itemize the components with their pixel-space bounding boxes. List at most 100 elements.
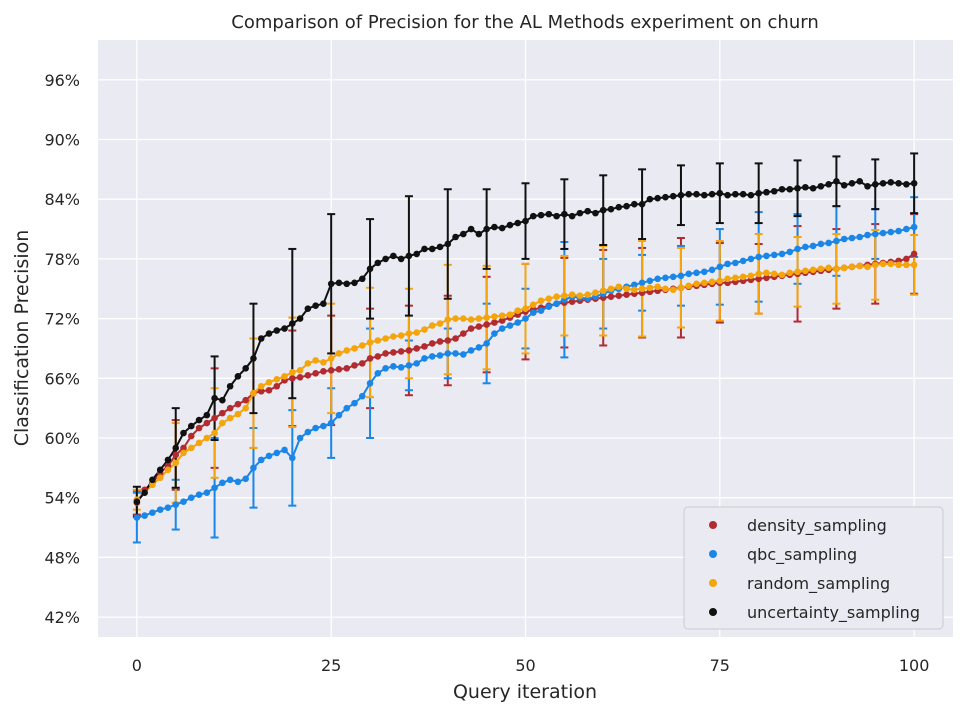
point-random_sampling — [296, 367, 304, 374]
point-random_sampling — [405, 330, 413, 337]
point-uncertainty_sampling — [172, 444, 180, 452]
point-qbc_sampling — [662, 274, 669, 282]
point-qbc_sampling — [654, 275, 661, 283]
point-qbc_sampling — [809, 242, 817, 250]
point-density_sampling — [405, 347, 413, 354]
point-qbc_sampling — [203, 489, 211, 497]
point-uncertainty_sampling — [187, 422, 195, 430]
point-random_sampling — [576, 292, 584, 300]
point-density_sampling — [910, 250, 918, 258]
point-uncertainty_sampling — [561, 210, 568, 218]
point-qbc_sampling — [631, 281, 638, 289]
point-random_sampling — [242, 404, 249, 412]
point-uncertainty_sampling — [739, 190, 747, 198]
point-uncertainty_sampling — [662, 193, 669, 201]
point-uncertainty_sampling — [180, 429, 187, 437]
point-random_sampling — [708, 278, 716, 286]
point-density_sampling — [358, 360, 366, 367]
point-uncertainty_sampling — [833, 177, 840, 185]
point-random_sampling — [483, 314, 490, 321]
point-uncertainty_sampling — [382, 255, 389, 263]
point-random_sampling — [390, 333, 397, 340]
point-uncertainty_sampling — [887, 178, 895, 186]
x-tick-label: 100 — [899, 656, 930, 675]
point-random_sampling — [444, 316, 452, 323]
point-uncertainty_sampling — [281, 325, 288, 332]
point-uncertainty_sampling — [646, 195, 654, 203]
point-qbc_sampling — [312, 424, 319, 432]
point-qbc_sampling — [864, 231, 871, 239]
point-random_sampling — [887, 260, 895, 268]
point-qbc_sampling — [910, 223, 918, 231]
point-random_sampling — [374, 337, 382, 344]
point-uncertainty_sampling — [405, 252, 413, 260]
point-uncertainty_sampling — [631, 200, 638, 208]
point-random_sampling — [514, 307, 522, 314]
point-qbc_sampling — [444, 350, 452, 357]
point-random_sampling — [755, 270, 762, 278]
point-qbc_sampling — [739, 257, 747, 265]
y-tick-label: 90% — [44, 131, 80, 150]
point-random_sampling — [545, 295, 553, 303]
point-qbc_sampling — [133, 514, 141, 521]
x-tick-label: 0 — [132, 656, 142, 675]
point-uncertainty_sampling — [770, 187, 778, 195]
point-uncertainty_sampling — [537, 211, 545, 219]
point-uncertainty_sampling — [584, 207, 591, 215]
point-random_sampling — [250, 389, 257, 397]
point-uncertainty_sampling — [786, 185, 794, 193]
point-density_sampling — [428, 340, 436, 347]
point-density_sampling — [607, 293, 615, 301]
point-uncertainty_sampling — [444, 240, 452, 248]
point-random_sampling — [747, 272, 755, 280]
point-random_sampling — [335, 350, 343, 357]
point-uncertainty_sampling — [576, 209, 584, 217]
point-qbc_sampling — [390, 363, 397, 370]
point-uncertainty_sampling — [522, 217, 529, 225]
point-qbc_sampling — [141, 512, 148, 519]
point-density_sampling — [390, 349, 397, 356]
point-uncertainty_sampling — [421, 245, 428, 253]
point-uncertainty_sampling — [312, 302, 319, 309]
point-random_sampling — [856, 262, 864, 270]
point-qbc_sampling — [149, 509, 156, 516]
point-uncertainty_sampling — [257, 335, 265, 342]
point-qbc_sampling — [413, 360, 420, 367]
point-random_sampling — [195, 439, 203, 447]
point-uncertainty_sampling — [452, 233, 459, 241]
point-qbc_sampling — [522, 315, 529, 322]
point-random_sampling — [312, 357, 319, 364]
point-uncertainty_sampling — [219, 396, 226, 404]
point-density_sampling — [296, 374, 304, 381]
point-random_sampling — [265, 378, 273, 386]
point-qbc_sampling — [693, 269, 700, 277]
point-uncertainty_sampling — [351, 279, 358, 287]
y-tick-label: 42% — [44, 608, 80, 627]
point-uncertainty_sampling — [615, 203, 623, 211]
point-qbc_sampling — [405, 362, 413, 369]
point-random_sampling — [871, 261, 879, 269]
point-random_sampling — [584, 291, 591, 299]
y-tick-label: 72% — [44, 310, 80, 329]
legend-label-qbc_sampling: qbc_sampling — [747, 545, 857, 565]
point-qbc_sampling — [506, 322, 514, 329]
point-random_sampling — [537, 297, 545, 304]
point-random_sampling — [693, 280, 700, 288]
point-random_sampling — [421, 326, 428, 333]
point-uncertainty_sampling — [700, 191, 708, 199]
y-tick-labels: 42% 48% 54% 60% 66% 72% 78% 84% 90% 96% — [44, 71, 80, 627]
point-uncertainty_sampling — [794, 184, 801, 192]
point-random_sampling — [599, 287, 607, 295]
point-uncertainty_sampling — [374, 259, 382, 267]
point-random_sampling — [654, 283, 661, 291]
point-random_sampling — [763, 269, 770, 277]
point-qbc_sampling — [545, 303, 553, 310]
point-qbc_sampling — [770, 251, 778, 259]
point-density_sampling — [491, 319, 498, 326]
point-qbc_sampling — [460, 351, 467, 358]
point-random_sampling — [428, 322, 436, 329]
point-qbc_sampling — [219, 479, 226, 487]
point-qbc_sampling — [778, 250, 786, 258]
y-tick-label: 84% — [44, 190, 80, 209]
point-qbc_sampling — [265, 452, 273, 460]
